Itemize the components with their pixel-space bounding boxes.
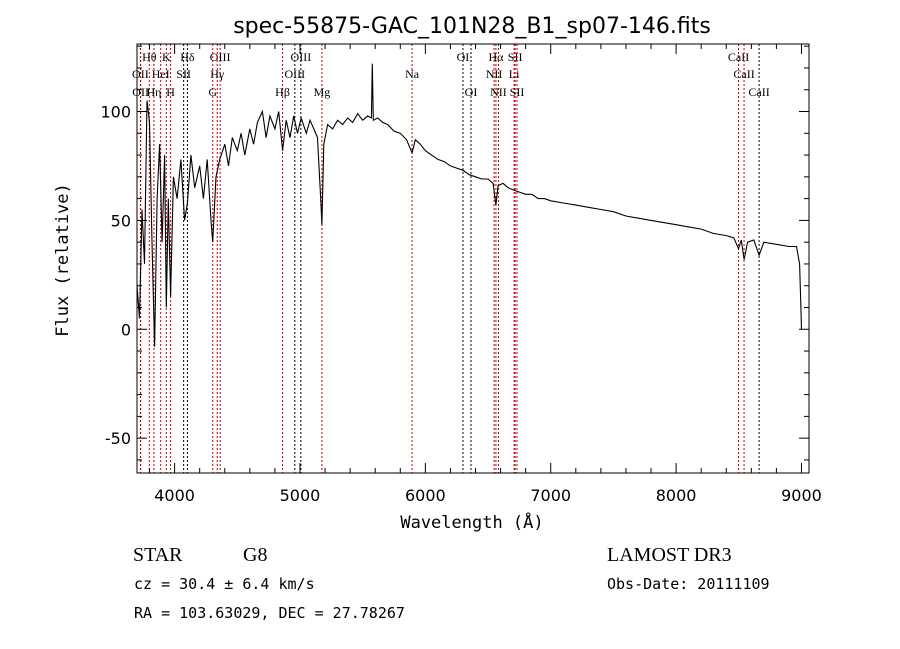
chart-title: spec-55875-GAC_101N28_B1_sp07-146.fits — [233, 14, 711, 39]
line-label: Mg — [314, 85, 331, 99]
x-axis-label: Wavelength (Å) — [400, 511, 543, 533]
line-label: OIII — [291, 50, 312, 64]
y-axis-label: Flux (relative) — [53, 183, 73, 337]
axis-ticks: 4000 5000 6000 7000 8000 9000 -50 0 50 100 — [100, 44, 822, 505]
x-tick-label: 7000 — [530, 486, 571, 505]
plot-frame — [136, 43, 810, 474]
spectrum-line — [136, 63, 803, 347]
line-label: CaII — [748, 85, 769, 99]
line-label: SII — [510, 85, 525, 99]
line-label: HeI — [152, 67, 170, 81]
line-label: G — [208, 85, 217, 99]
object-subclass: G8 — [243, 544, 267, 566]
line-label: OI — [457, 50, 470, 64]
line-label: Hδ — [180, 50, 195, 64]
line-label: CaII — [728, 50, 749, 64]
line-label: OIII — [285, 67, 306, 81]
spectrum-series — [136, 63, 803, 347]
line-label: Hα — [488, 50, 504, 64]
line-label: CaII — [733, 67, 754, 81]
line-label: Li — [509, 67, 520, 81]
x-tick-label: 8000 — [656, 486, 697, 505]
x-tick-label: 6000 — [405, 486, 446, 505]
y-tick-label: 0 — [121, 320, 131, 339]
x-tick-label: 5000 — [280, 486, 321, 505]
line-label: SII — [176, 67, 191, 81]
object-class: STAR — [133, 544, 183, 566]
y-tick-label: 50 — [111, 211, 131, 230]
line-label: NII — [486, 67, 503, 81]
x-tick-label: 4000 — [154, 486, 195, 505]
obs-date: Obs-Date: 20111109 — [607, 575, 770, 593]
line-label: Hβ — [275, 85, 290, 99]
y-tick-label: -50 — [105, 429, 131, 448]
line-label: Hθ — [142, 50, 157, 64]
line-label: H — [166, 85, 175, 99]
x-tick-label: 9000 — [781, 486, 822, 505]
line-label: Hγ — [210, 67, 225, 81]
line-label: OI — [465, 85, 478, 99]
line-label: OIII — [210, 50, 231, 64]
line-markers: Hθ K Hδ OIII OIII OI Hα SII CaII OII HeI SII Hγ OIII N… — [132, 44, 770, 473]
line-label: NII — [490, 85, 507, 99]
ra-dec: RA = 103.63029, DEC = 27.78267 — [134, 604, 405, 622]
line-label: OII — [132, 85, 149, 99]
y-tick-label: 100 — [100, 103, 131, 122]
survey-name: LAMOST DR3 — [607, 544, 732, 566]
redshift-cz: cz = 30.4 ± 6.4 km/s — [134, 575, 315, 593]
line-label: K — [162, 50, 171, 64]
line-label: Hη — [146, 85, 161, 99]
line-label: Na — [405, 67, 420, 81]
line-label: SII — [508, 50, 523, 64]
